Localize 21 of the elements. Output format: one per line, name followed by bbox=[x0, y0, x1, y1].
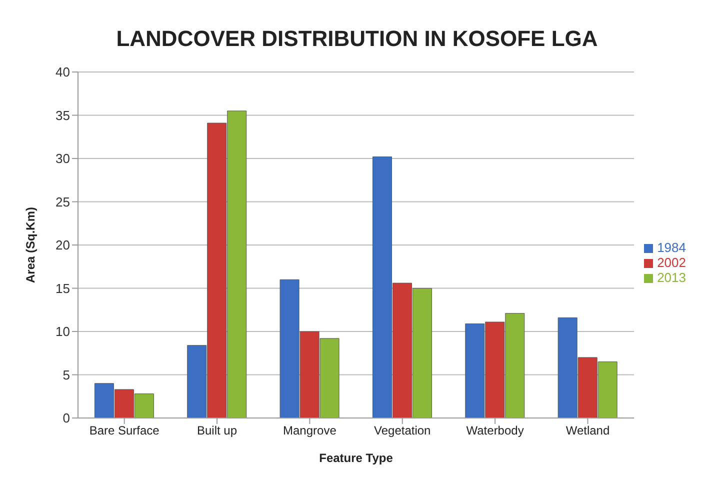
chart-title: LANDCOVER DISTRIBUTION IN KOSOFE LGA bbox=[115, 25, 599, 52]
y-tick-label: 0 bbox=[62, 410, 70, 426]
y-tick-label: 10 bbox=[56, 324, 70, 340]
y-tick-label: 35 bbox=[56, 108, 70, 123]
x-tick-label: Built up bbox=[197, 424, 238, 438]
y-tick-label: 5 bbox=[62, 367, 70, 382]
x-axis-title: Feature Type bbox=[319, 451, 394, 465]
x-tick-label: Mangrove bbox=[283, 424, 337, 438]
x-tick-label: Bare Surface bbox=[89, 424, 160, 438]
y-tick-label: 15 bbox=[56, 280, 70, 296]
x-tick-label: Waterbody bbox=[466, 424, 524, 438]
y-tick-label: 40 bbox=[56, 64, 70, 80]
legend-label: 1984 bbox=[657, 240, 686, 254]
legend-label: 2013 bbox=[657, 270, 686, 284]
x-tick-label: Wetland bbox=[566, 424, 610, 438]
y-tick-label: 25 bbox=[56, 194, 70, 210]
legend-label: 2002 bbox=[657, 254, 686, 270]
y-tick-label: 30 bbox=[56, 151, 70, 166]
y-axis-title: Area (Sq.Km) bbox=[23, 206, 38, 284]
x-tick-label: Vegetation bbox=[374, 424, 431, 438]
y-tick-label: 20 bbox=[56, 238, 70, 253]
